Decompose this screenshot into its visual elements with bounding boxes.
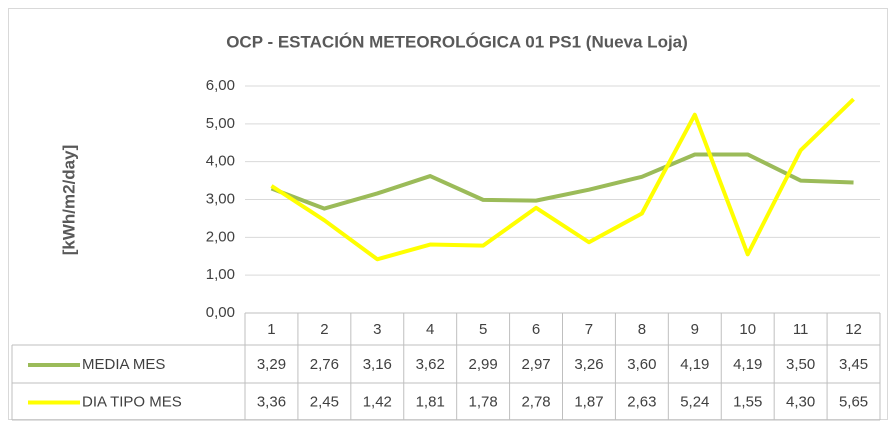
y-tick-label: 0,00 [206, 304, 235, 321]
table-value: 3,29 [257, 356, 286, 373]
table-value: 5,65 [839, 393, 868, 410]
x-tick-label: 9 [691, 321, 699, 338]
table-value: 3,26 [574, 356, 603, 373]
table-value: 5,24 [680, 393, 709, 410]
chart-title: OCP - ESTACIÓN METEOROLÓGICA 01 PS1 (Nue… [226, 32, 688, 51]
chart-frame [8, 8, 888, 420]
table-value: 2,63 [627, 393, 656, 410]
legend-label: MEDIA MES [82, 356, 165, 373]
table-value: 1,81 [416, 393, 445, 410]
x-tick-label: 4 [426, 321, 434, 338]
table-value: 4,30 [786, 393, 815, 410]
table-value: 2,78 [521, 393, 550, 410]
series-line [270, 152, 854, 211]
table-value: 3,36 [257, 393, 286, 410]
table-value: 3,45 [839, 356, 868, 373]
y-tick-label: 4,00 [206, 153, 235, 170]
x-tick-label: 8 [638, 321, 646, 338]
x-tick-label: 1 [267, 321, 275, 338]
y-tick-label: 6,00 [206, 77, 235, 94]
x-tick-label: 7 [585, 321, 593, 338]
table-value: 4,19 [733, 356, 762, 373]
legend-label: DIA TIPO MES [82, 393, 182, 410]
table-value: 2,97 [521, 356, 550, 373]
y-tick-label: 2,00 [206, 228, 235, 245]
y-axis-label: [kWh/m2/day] [59, 145, 78, 256]
table-value: 1,42 [363, 393, 392, 410]
y-tick-label: 3,00 [206, 190, 235, 207]
table-value: 2,99 [469, 356, 498, 373]
table-value: 3,50 [786, 356, 815, 373]
x-tick-label: 3 [373, 321, 381, 338]
x-tick-label: 10 [739, 321, 756, 338]
x-tick-label: 6 [532, 321, 540, 338]
x-tick-label: 2 [320, 321, 328, 338]
table-value: 4,19 [680, 356, 709, 373]
y-tick-label: 5,00 [206, 115, 235, 132]
x-tick-label: 11 [793, 321, 809, 338]
table-value: 3,16 [363, 356, 392, 373]
table-value: 1,78 [469, 393, 498, 410]
table-value: 1,55 [733, 393, 762, 410]
y-tick-label: 1,00 [206, 266, 235, 283]
table-value: 1,87 [574, 393, 603, 410]
x-tick-label: 5 [479, 321, 487, 338]
table-value: 2,76 [310, 356, 339, 373]
x-tick-label: 12 [845, 321, 862, 338]
table-value: 2,45 [310, 393, 339, 410]
table-value: 3,60 [627, 356, 656, 373]
table-value: 3,62 [416, 356, 445, 373]
series-line [270, 97, 855, 262]
